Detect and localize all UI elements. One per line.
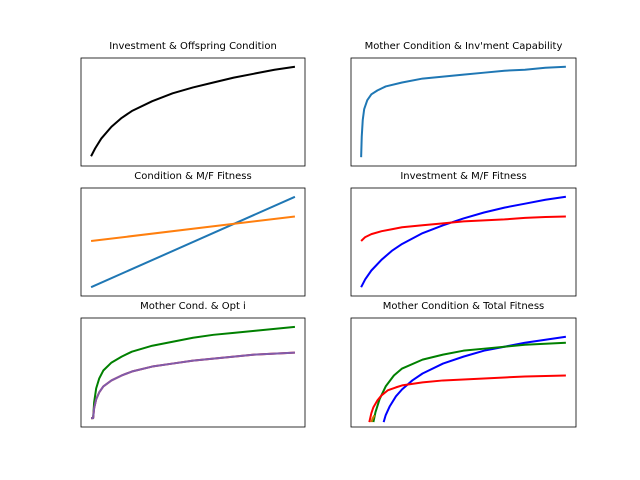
subplot-4: Investment & M/F Fitness [350, 171, 577, 297]
series-group [360, 195, 567, 288]
series-group [91, 325, 296, 420]
subplot-title: Condition & M/F Fitness [134, 171, 251, 182]
subplots: Investment & Offspring Condition Mother C… [80, 41, 577, 428]
subplot-title: Mother Condition & Inv'ment Capability [365, 41, 563, 52]
subplot-6: Mother Condition & Total Fitness [350, 301, 577, 428]
series-line-1 [382, 335, 567, 423]
subplot-title: Mother Condition & Total Fitness [383, 301, 545, 312]
axes-frame [80, 57, 306, 167]
series-line-1 [360, 195, 567, 288]
series-group [368, 335, 567, 423]
series-group [90, 195, 296, 289]
series-line-2 [90, 215, 296, 243]
subplot-1: Investment & Offspring Condition [80, 41, 306, 167]
subplot-2: Mother Condition & Inv'ment Capability [350, 41, 577, 167]
series-line-1 [91, 325, 296, 420]
subplot-title: Investment & M/F Fitness [400, 171, 526, 182]
series-line-4 [370, 414, 376, 423]
series-line-1 [360, 65, 566, 158]
subplot-5: Mother Cond. & Opt i [80, 301, 306, 428]
series-line-1 [90, 195, 296, 289]
series-line-2 [360, 215, 566, 242]
axes-frame [350, 317, 577, 428]
subplot-title: Investment & Offspring Condition [109, 41, 277, 52]
subplot-title: Mother Cond. & Opt i [140, 301, 246, 312]
subplot-3: Condition & M/F Fitness [80, 171, 306, 297]
series-line-3 [368, 374, 566, 423]
series-group [360, 65, 566, 158]
series-group [90, 65, 296, 157]
series-line-3 [91, 351, 295, 420]
axes-frame [350, 187, 577, 297]
axes-frame [80, 317, 306, 428]
axes-frame [350, 57, 577, 167]
series-line-1 [90, 65, 296, 157]
